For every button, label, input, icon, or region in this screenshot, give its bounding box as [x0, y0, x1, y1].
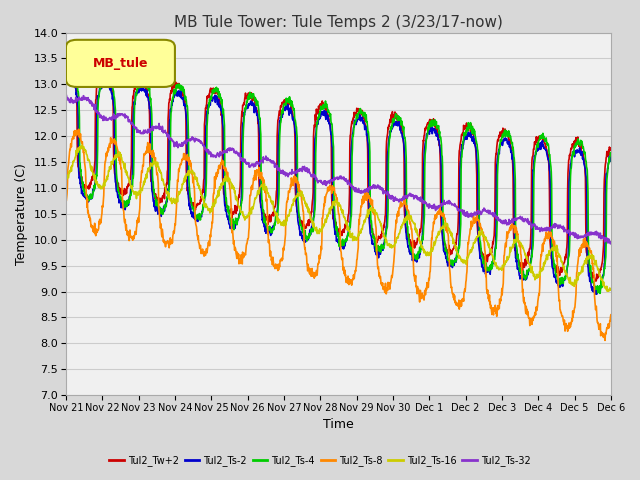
- Tul2_Ts-32: [607, 239, 614, 245]
- Tul2_Ts-32: [127, 119, 134, 125]
- Tul2_Tw+2: [62, 63, 70, 69]
- Tul2_Ts-16: [607, 287, 614, 293]
- Tul2_Ts-32: [62, 93, 70, 98]
- Title: MB Tule Tower: Tule Temps 2 (3/23/17-now): MB Tule Tower: Tule Temps 2 (3/23/17-now…: [174, 15, 503, 30]
- Tul2_Ts-2: [315, 114, 323, 120]
- Tul2_Ts-2: [104, 78, 112, 84]
- Tul2_Ts-2: [372, 252, 380, 258]
- Tul2_Ts-16: [604, 288, 611, 294]
- Tul2_Ts-4: [105, 65, 113, 71]
- Tul2_Ts-4: [294, 180, 301, 186]
- Tul2_Ts-2: [294, 212, 301, 217]
- Tul2_Ts-16: [62, 173, 70, 179]
- Tul2_Ts-16: [78, 142, 86, 148]
- Tul2_Ts-4: [127, 193, 134, 199]
- Tul2_Ts-16: [372, 210, 380, 216]
- Tul2_Ts-4: [315, 116, 323, 121]
- Tul2_Ts-4: [104, 75, 112, 81]
- Tul2_Ts-2: [305, 234, 312, 240]
- Tul2_Ts-2: [127, 187, 134, 192]
- Tul2_Ts-16: [315, 230, 323, 236]
- Tul2_Ts-4: [607, 151, 614, 157]
- Tul2_Ts-2: [593, 291, 600, 297]
- X-axis label: Time: Time: [323, 419, 354, 432]
- FancyBboxPatch shape: [66, 40, 175, 87]
- Line: Tul2_Ts-16: Tul2_Ts-16: [66, 145, 611, 291]
- Tul2_Ts-16: [104, 168, 112, 173]
- Tul2_Ts-32: [305, 166, 312, 172]
- Tul2_Ts-8: [75, 126, 83, 132]
- Tul2_Ts-8: [305, 265, 312, 271]
- Line: Tul2_Tw+2: Tul2_Tw+2: [66, 65, 611, 281]
- Tul2_Ts-16: [127, 185, 134, 191]
- Tul2_Ts-16: [305, 206, 312, 212]
- Tul2_Tw+2: [588, 278, 595, 284]
- Line: Tul2_Ts-8: Tul2_Ts-8: [66, 129, 611, 340]
- Y-axis label: Temperature (C): Temperature (C): [15, 163, 28, 265]
- Tul2_Ts-8: [104, 148, 112, 154]
- Tul2_Ts-8: [62, 197, 70, 203]
- Tul2_Tw+2: [294, 209, 301, 215]
- Tul2_Ts-8: [127, 233, 134, 239]
- Tul2_Ts-8: [601, 337, 609, 343]
- Tul2_Ts-2: [62, 76, 70, 82]
- Tul2_Ts-8: [372, 236, 380, 241]
- Tul2_Ts-32: [104, 116, 112, 122]
- Line: Tul2_Ts-32: Tul2_Ts-32: [66, 95, 611, 244]
- Tul2_Ts-4: [62, 68, 70, 74]
- Tul2_Ts-16: [294, 191, 301, 196]
- Tul2_Tw+2: [63, 62, 71, 68]
- Tul2_Ts-8: [315, 260, 323, 265]
- Tul2_Ts-4: [305, 236, 312, 241]
- Tul2_Ts-2: [607, 155, 614, 160]
- Tul2_Tw+2: [104, 76, 112, 82]
- Legend: Tul2_Tw+2, Tul2_Ts-2, Tul2_Ts-4, Tul2_Ts-8, Tul2_Ts-16, Tul2_Ts-32: Tul2_Tw+2, Tul2_Ts-2, Tul2_Ts-4, Tul2_Ts…: [106, 452, 534, 470]
- Tul2_Ts-32: [372, 185, 380, 191]
- Tul2_Tw+2: [372, 238, 380, 244]
- Tul2_Ts-4: [372, 243, 380, 249]
- Line: Tul2_Ts-4: Tul2_Ts-4: [66, 68, 611, 293]
- Tul2_Ts-8: [294, 180, 301, 186]
- Tul2_Tw+2: [305, 223, 312, 228]
- Tul2_Tw+2: [607, 145, 614, 151]
- Tul2_Ts-32: [63, 92, 70, 98]
- Tul2_Ts-2: [66, 72, 74, 78]
- Line: Tul2_Ts-2: Tul2_Ts-2: [66, 75, 611, 294]
- Tul2_Ts-8: [607, 312, 614, 318]
- Tul2_Tw+2: [315, 103, 323, 109]
- Tul2_Ts-4: [596, 290, 604, 296]
- Tul2_Ts-32: [315, 179, 323, 184]
- Tul2_Ts-32: [607, 241, 614, 247]
- Text: MB_tule: MB_tule: [93, 57, 148, 70]
- Tul2_Ts-32: [294, 168, 301, 174]
- Tul2_Tw+2: [127, 172, 134, 178]
